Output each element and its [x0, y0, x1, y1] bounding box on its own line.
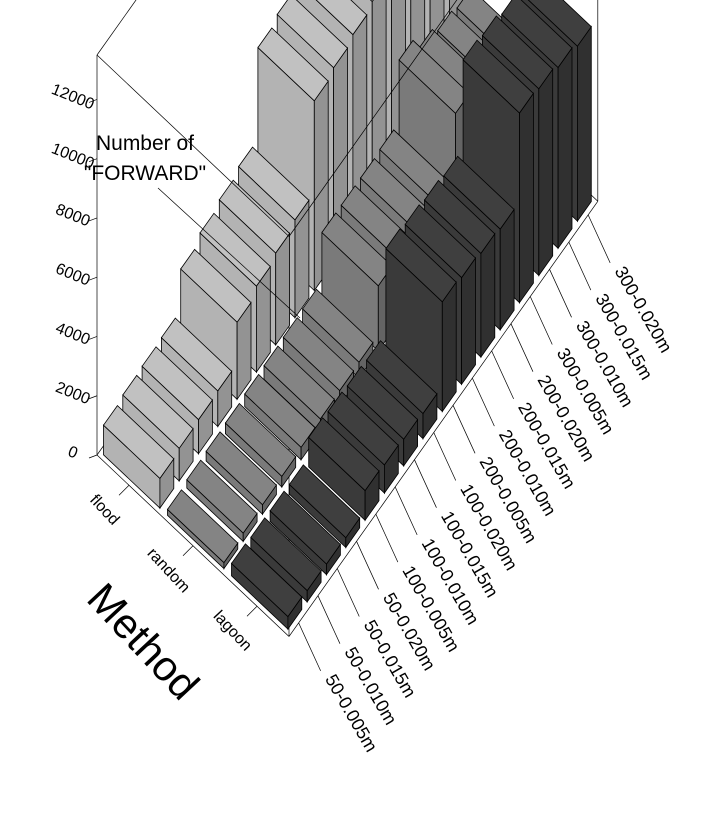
bar-face-top — [276, 0, 349, 69]
bar-lagoon-50-0.015m — [269, 490, 341, 576]
category-tick — [452, 405, 476, 454]
category-tick — [549, 269, 572, 318]
bar-lagoon-50-0.020m — [288, 464, 361, 549]
bar-random-100-0.005m — [244, 373, 316, 462]
category-tick — [433, 432, 457, 481]
method-axis-title: Method — [78, 574, 208, 709]
category-tick — [356, 541, 379, 590]
category-tick — [529, 296, 553, 345]
category-tick — [317, 595, 341, 644]
z-axis-title-line2: "FORWARD" — [84, 162, 206, 185]
z-tick — [88, 99, 98, 103]
bar-face-top — [366, 340, 438, 415]
bar-face-top — [218, 179, 291, 254]
bar-face-front — [557, 46, 573, 250]
bar-face-top — [462, 39, 534, 114]
bar-face-front — [480, 232, 496, 359]
bar-face-top — [385, 228, 457, 303]
bar-face-top — [404, 204, 477, 279]
z-tick — [88, 276, 98, 281]
bar-face-top — [199, 212, 271, 287]
bar-face-front — [519, 92, 534, 304]
z-tick-label: 12000 — [49, 81, 97, 113]
category-tick — [414, 459, 437, 508]
category-tick — [375, 513, 399, 563]
z-tick-label: 4000 — [53, 320, 92, 349]
category-tick — [394, 486, 418, 536]
z-tick-label: 6000 — [53, 260, 92, 289]
bar-face-top — [263, 345, 335, 420]
bar-face-top — [250, 517, 322, 592]
bar-random-50-0.010m — [186, 459, 258, 543]
bar-random-50-0.015m — [205, 431, 277, 516]
box-edge — [288, 201, 599, 637]
bar-lagoon-100-0.005m — [308, 417, 380, 522]
category-tick — [491, 350, 514, 400]
bar-face-top — [269, 490, 341, 565]
z-tick-label: 8000 — [53, 201, 92, 230]
bar-face-top — [288, 464, 361, 539]
category-tick — [587, 214, 611, 264]
method-tick — [118, 485, 130, 496]
method-label-flood: flood — [86, 492, 122, 529]
bar-face-top — [282, 317, 355, 392]
bars-group — [102, 0, 592, 631]
bar-face-top — [302, 288, 374, 363]
bar-face-top — [166, 489, 239, 564]
z-tick — [88, 217, 98, 222]
category-tick — [298, 622, 321, 672]
bar-face-top — [370, 0, 374, 3]
z-tick-label: 0 — [65, 443, 80, 462]
bar-flood-50-0.005m — [102, 404, 175, 510]
method-tick — [246, 606, 258, 617]
box-edge — [288, 0, 458, 237]
bar-face-top — [501, 0, 573, 69]
bar-face-front — [577, 25, 592, 223]
bar-face-top — [122, 374, 194, 449]
bar-face-top — [160, 317, 233, 392]
box-edge — [96, 54, 290, 237]
bar-lagoon-50-0.010m — [250, 517, 322, 604]
z-tick — [88, 336, 98, 340]
bar-random-50-0.020m — [224, 402, 297, 489]
bar-face-top — [180, 248, 252, 323]
bar-face-top — [186, 459, 258, 534]
bar-face-front — [499, 208, 515, 332]
category-tick — [336, 568, 360, 617]
bar-face-top — [315, 0, 368, 36]
bar-face-top — [244, 373, 316, 448]
bar-face-top — [443, 155, 515, 230]
category-tick — [472, 377, 495, 427]
bar-face-top — [308, 417, 380, 492]
bar-face-front — [441, 280, 457, 413]
z-tick — [88, 158, 98, 163]
z-tick — [88, 395, 98, 400]
z-axis-title-line1: Number of — [96, 132, 194, 155]
bar-face-top — [224, 402, 297, 477]
bar-random-50-0.005m — [166, 489, 239, 570]
bar-face-top — [102, 404, 175, 480]
bar-face-front — [461, 256, 476, 386]
z-tick — [88, 454, 98, 459]
bar-face-top — [238, 146, 310, 221]
bar-face-top — [257, 27, 329, 102]
z-tick-label: 2000 — [53, 379, 92, 408]
bar-face-top — [141, 346, 213, 421]
method-tick — [182, 545, 194, 556]
bar-lagoon-50-0.005m — [230, 543, 303, 631]
bar-random-200-0.005m — [321, 212, 393, 353]
category-tick — [510, 323, 534, 372]
bar-face-top — [423, 179, 496, 255]
bar-face-top — [230, 543, 303, 618]
bar-face-front — [538, 67, 554, 277]
category-tick — [568, 241, 592, 291]
bar-face-top — [527, 0, 592, 47]
bar-face-top — [327, 391, 399, 466]
bar-face-top — [205, 431, 277, 506]
z-axis-title-pointer — [157, 187, 301, 319]
bar-face-top — [346, 365, 419, 440]
bar-face-top — [481, 15, 554, 90]
